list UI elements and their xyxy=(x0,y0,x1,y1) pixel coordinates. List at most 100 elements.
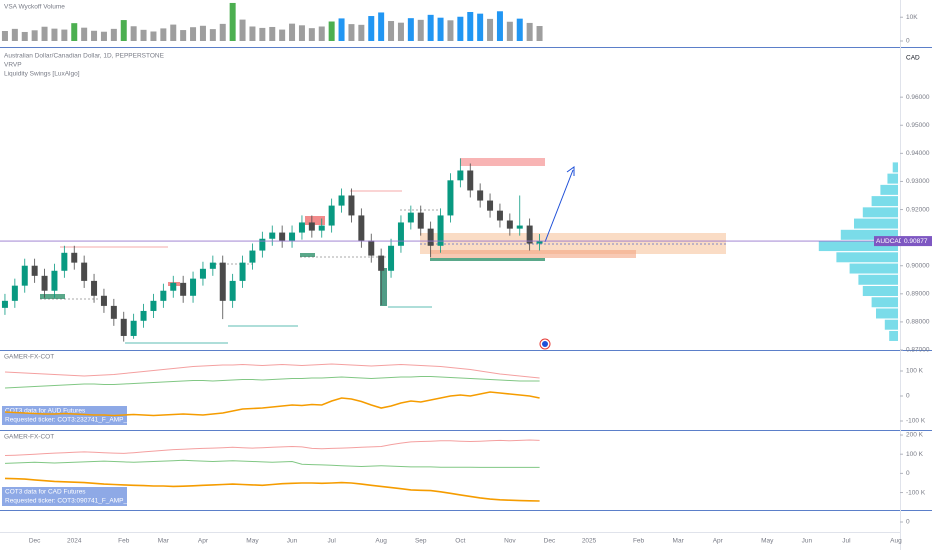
volume-bar xyxy=(467,11,474,41)
y-tick-label: -100 K xyxy=(906,418,926,425)
cot-line xyxy=(4,477,540,502)
candle-body xyxy=(180,282,187,296)
candle-body xyxy=(160,290,167,301)
volume-bar xyxy=(437,17,444,41)
candle-body xyxy=(259,238,266,251)
cot-line xyxy=(4,376,540,389)
volume-bar xyxy=(41,26,48,41)
candle-body xyxy=(467,170,474,191)
candle-body xyxy=(388,245,395,271)
chart-title: Australian Dollar/Canadian Dollar, 1D, P… xyxy=(4,53,165,60)
volume-bar xyxy=(180,30,187,41)
y-tick-label: 100 K xyxy=(906,451,924,458)
volume-bar xyxy=(427,14,434,41)
profile-bar xyxy=(849,263,898,274)
candle-body xyxy=(21,265,28,286)
y-tick-label: 0.88000 xyxy=(906,319,930,326)
candle-body xyxy=(368,240,375,256)
x-tick-label: 2024 xyxy=(67,538,82,545)
zone xyxy=(380,268,387,306)
profile-bar xyxy=(862,286,898,297)
volume-bar xyxy=(11,28,18,41)
profile-bar xyxy=(840,229,898,240)
candle-body xyxy=(110,305,117,319)
y-tick-label: 10K xyxy=(906,14,918,21)
candle-body xyxy=(348,195,355,216)
zone xyxy=(40,294,65,299)
volume-bar xyxy=(397,22,404,41)
profile-bar xyxy=(889,330,898,341)
volume-bar xyxy=(199,25,206,41)
zone xyxy=(420,233,726,254)
volume-bar xyxy=(407,18,414,41)
candle-body xyxy=(496,210,503,221)
volume-bar xyxy=(120,20,127,41)
candle-body xyxy=(51,270,58,291)
candle-body xyxy=(81,262,88,281)
volume-bar xyxy=(388,21,395,41)
volume-bar xyxy=(457,16,464,41)
cot-line xyxy=(4,391,540,417)
profile-bar xyxy=(871,297,898,308)
y-tick-label: 0.95000 xyxy=(906,122,930,129)
candle-body xyxy=(239,262,246,281)
volume-bar xyxy=(160,28,167,41)
volume-bar xyxy=(447,20,454,41)
pane-title: GAMER-FX-COT xyxy=(4,354,54,361)
candle-body xyxy=(338,195,345,206)
candle-body xyxy=(170,282,177,291)
volume-bar xyxy=(358,24,365,41)
x-tick-label: Dec xyxy=(29,538,41,545)
candle-body xyxy=(209,262,216,269)
x-tick-label: 2025 xyxy=(582,538,597,545)
y-tick-label: 0.93000 xyxy=(906,178,930,185)
candle-body xyxy=(120,318,127,336)
volume-bar xyxy=(378,12,385,42)
indicator-label: Liquidity Swings [LuxAlgo] xyxy=(4,71,80,78)
currency: CAD xyxy=(906,55,920,62)
x-tick-label: Dec xyxy=(544,538,556,545)
arrow-head xyxy=(566,166,575,176)
candle-body xyxy=(71,252,78,263)
x-tick-label: Aug xyxy=(375,538,387,545)
candle-body xyxy=(298,222,305,233)
profile-bar xyxy=(884,319,898,330)
candle-body xyxy=(279,232,286,241)
volume-bar xyxy=(318,26,325,41)
arrow xyxy=(544,169,574,243)
y-tick-label: 0.96000 xyxy=(906,94,930,101)
candle-body xyxy=(190,278,197,296)
x-tick-label: Apr xyxy=(713,538,724,545)
candle-body xyxy=(516,225,523,229)
x-tick-label: Sep xyxy=(415,538,427,545)
candle-body xyxy=(61,252,68,271)
last-price-label: 0.90877 xyxy=(904,238,928,245)
profile-bar xyxy=(818,241,898,252)
volume-bar xyxy=(1,31,8,41)
y-tick-label: 0 xyxy=(906,519,910,526)
volume-bar xyxy=(100,31,107,41)
volume-bar xyxy=(61,29,68,41)
x-tick-label: Jul xyxy=(327,538,336,545)
candle-body xyxy=(407,212,414,223)
volume-bar xyxy=(417,19,424,41)
note: COT3 data for CAD Futures xyxy=(5,489,86,496)
profile-bar xyxy=(871,196,898,207)
volume-bar xyxy=(150,31,157,41)
candle-body xyxy=(11,285,18,301)
candle-body xyxy=(477,190,484,201)
profile-bar xyxy=(836,252,898,263)
candle-body xyxy=(41,275,48,291)
volume-bar xyxy=(259,27,266,41)
profile-bar xyxy=(854,218,898,229)
profile-bar xyxy=(887,173,898,184)
volume-bar xyxy=(110,28,117,41)
zone xyxy=(305,216,325,225)
y-tick-label: 100 K xyxy=(906,368,924,375)
volume-bar xyxy=(279,29,286,41)
volume-bar xyxy=(190,27,197,41)
candle-body xyxy=(526,225,533,244)
volume-bar xyxy=(249,26,256,41)
candle-body xyxy=(328,205,335,226)
